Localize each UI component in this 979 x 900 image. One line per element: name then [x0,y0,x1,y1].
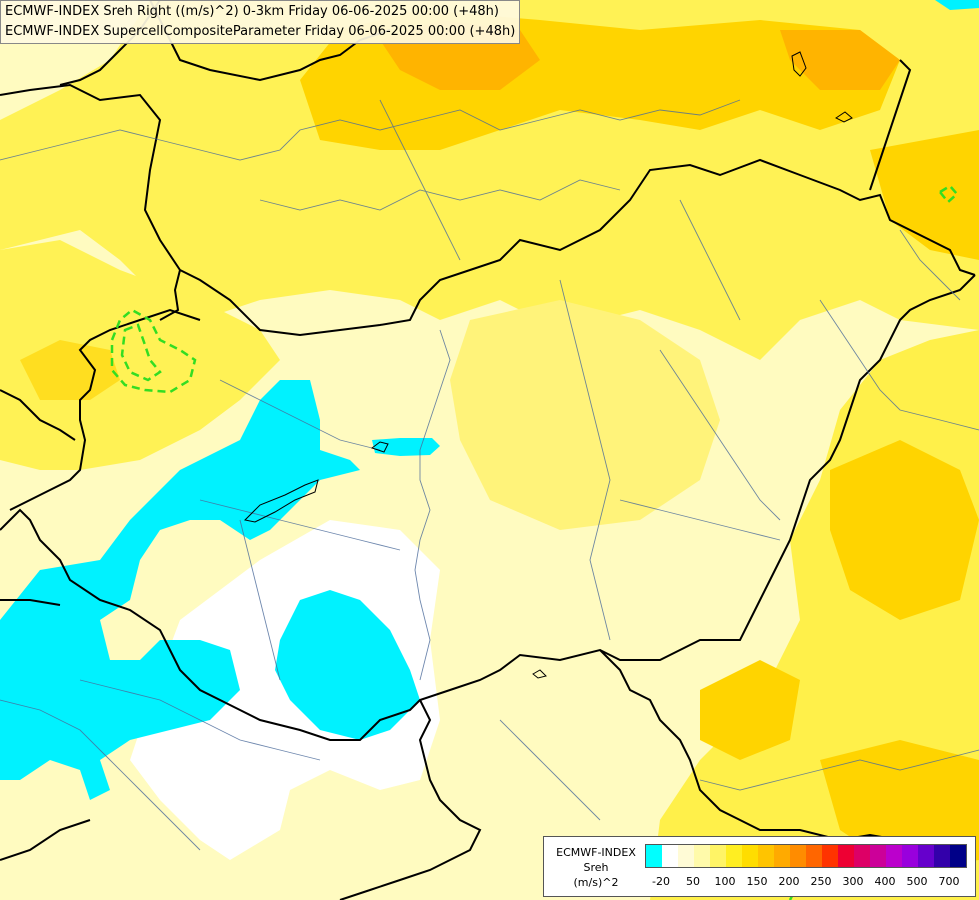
title-line-sreh: ECMWF-INDEX Sreh Right ((m/s)^2) 0-3km F… [5,4,499,19]
field-cyan-west [0,380,360,800]
field-gold-southeast [700,660,800,760]
legend-tick-label: 700 [938,875,960,888]
color-legend: ECMWF-INDEX Sreh (m/s)^2 -20 50 100 150 200 2… [543,836,976,897]
legend-parameter: Sreh [583,861,609,874]
legend-tick-label: 150 [746,875,768,888]
legend-tick-labels: -20 50 100 150 200 250 300 400 500 700 [645,875,965,889]
field-cyan-island [372,438,440,456]
field-gold-east [830,440,979,620]
field-yellow-west [0,240,280,470]
legend-swatch [758,845,774,867]
legend-swatch [694,845,710,867]
legend-label: ECMWF-INDEX Sreh (m/s)^2 [548,845,644,890]
legend-swatch [774,845,790,867]
legend-swatch [742,845,758,867]
lake-outlines [243,51,853,679]
legend-swatch [918,845,934,867]
legend-tick-label: 300 [842,875,864,888]
legend-tick-label: 500 [906,875,928,888]
field-gold-west-blob [20,340,120,400]
legend-swatch [710,845,726,867]
legend-swatch [934,845,950,867]
legend-swatch [678,845,694,867]
legend-unit: (m/s)^2 [573,876,619,889]
legend-tick-label: 100 [714,875,736,888]
legend-swatch [806,845,822,867]
field-cyan-south [275,590,420,740]
legend-color-bar [645,844,967,868]
legend-swatch [870,845,886,867]
legend-swatch [662,845,678,867]
field-cyan-topright [935,0,979,10]
legend-source: ECMWF-INDEX [556,846,636,859]
legend-swatch [726,845,742,867]
legend-swatch [838,845,854,867]
field-orange-northeast [780,30,900,90]
field-yellow-center [450,300,720,530]
map-title-box: ECMWF-INDEX Sreh Right ((m/s)^2) 0-3km F… [0,0,520,44]
legend-tick-label: 50 [686,875,700,888]
legend-swatch [790,845,806,867]
legend-swatch [886,845,902,867]
legend-tick-label: 400 [874,875,896,888]
legend-tick-label: 200 [778,875,800,888]
legend-swatch [854,845,870,867]
legend-swatch [902,845,918,867]
title-line-scp: ECMWF-INDEX SupercellCompositeParameter … [5,24,516,39]
legend-swatch [822,845,838,867]
legend-tick-label: 250 [810,875,832,888]
legend-tick-label: -20 [652,875,670,888]
field-gold-northeast [870,130,979,260]
legend-swatch [646,845,662,867]
legend-swatch [950,845,966,867]
rivers-and-admin-lines [0,99,979,851]
